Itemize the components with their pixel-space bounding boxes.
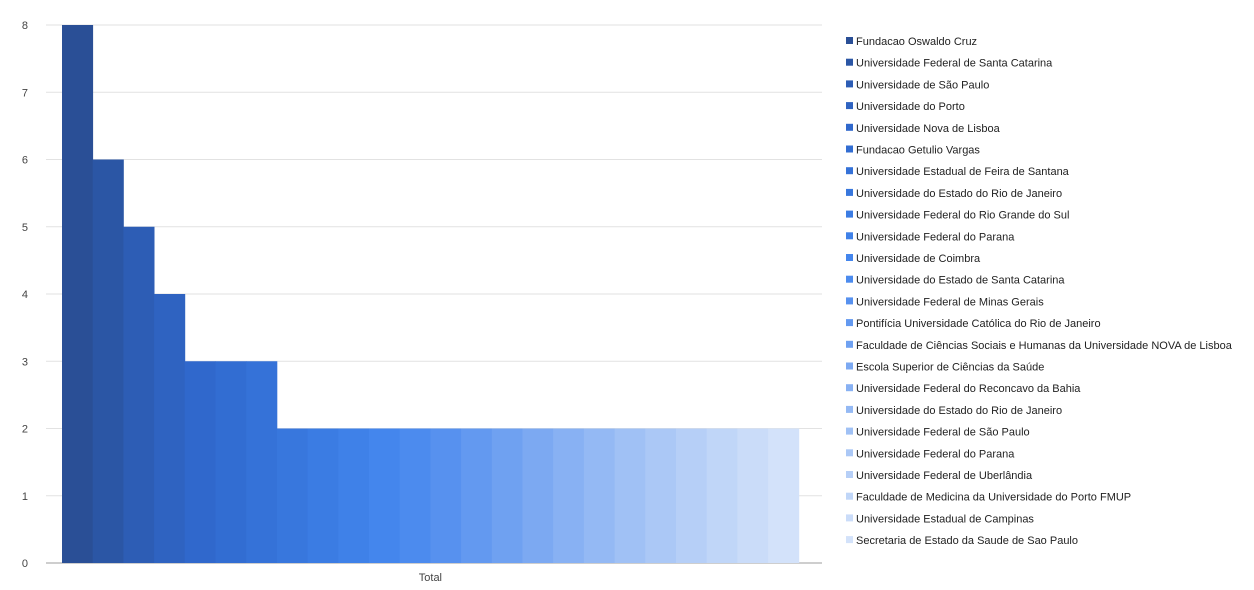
bar (461, 428, 493, 563)
legend-label: Universidade Nova de Lisboa (856, 123, 1001, 135)
bar (583, 428, 615, 563)
legend-swatch (846, 297, 853, 305)
bars (62, 25, 800, 563)
y-tick-label: 5 (22, 222, 28, 234)
bar (215, 361, 247, 563)
bar (491, 428, 523, 563)
bar (276, 428, 308, 563)
bar (184, 361, 216, 563)
bar (676, 428, 708, 563)
legend-label: Universidade Federal de Minas Gerais (856, 296, 1044, 308)
bar (430, 428, 462, 563)
legend-swatch (846, 340, 853, 348)
legend-label: Universidade Federal do Reconcavo da Bah… (856, 383, 1081, 395)
legend: Fundacao Oswaldo Cruz Universidade Federa… (846, 36, 1233, 547)
bar (522, 428, 554, 563)
bar (307, 428, 339, 563)
legend-swatch (846, 58, 853, 66)
legend-label: Universidade Estadual de Feira de Santan… (856, 166, 1070, 178)
legend-swatch (846, 275, 853, 283)
y-tick-label: 2 (22, 424, 28, 436)
legend-swatch (846, 405, 853, 413)
bar (246, 361, 278, 563)
legend-label: Universidade do Porto (856, 101, 965, 113)
legend-swatch (846, 102, 853, 110)
y-tick-label: 6 (22, 155, 28, 167)
bar (768, 428, 800, 563)
bar (338, 428, 370, 563)
legend-swatch (846, 167, 853, 175)
legend-label: Universidade de São Paulo (856, 79, 989, 91)
legend-swatch (846, 145, 853, 153)
bar (92, 159, 124, 563)
bar (737, 428, 769, 563)
legend-swatch (846, 427, 853, 435)
bar (123, 226, 155, 563)
legend-label: Pontifícia Universidade Católica do Rio … (856, 318, 1101, 330)
bar (369, 428, 401, 563)
legend-label: Universidade Estadual de Campinas (856, 513, 1034, 525)
y-tick-label: 3 (22, 356, 28, 368)
legend-label: Universidade do Estado do Rio de Janeiro (856, 188, 1062, 200)
bar (614, 428, 646, 563)
legend-label: Secretaria de Estado da Saude de Sao Pau… (856, 535, 1078, 547)
legend-label: Universidade Federal do Parana (856, 231, 1015, 243)
legend-label: Fundacao Getulio Vargas (856, 145, 980, 157)
legend-label: Universidade do Estado de Santa Catarina (856, 275, 1065, 287)
bar (645, 428, 677, 563)
x-axis: Total (419, 572, 442, 584)
legend-swatch (846, 123, 853, 131)
bar (62, 25, 94, 563)
y-tick-label: 1 (22, 491, 28, 503)
legend-swatch (846, 536, 853, 544)
legend-swatch (846, 362, 853, 370)
y-axis: 0 1 2 3 4 5 6 7 8 (22, 20, 28, 570)
legend-label: Universidade Federal de Santa Catarina (856, 58, 1053, 70)
bar (706, 428, 738, 563)
legend-label: Escola Superior de Ciências da Saúde (856, 362, 1044, 374)
legend-swatch (846, 232, 853, 240)
legend-label: Universidade Federal do Parana (856, 448, 1015, 460)
legend-label: Faculdade de Ciências Sociais e Humanas … (856, 340, 1233, 352)
y-tick-label: 8 (22, 20, 28, 32)
x-category-label: Total (419, 572, 442, 584)
legend-label: Faculdade de Medicina da Universidade do… (856, 492, 1131, 504)
legend-swatch (846, 254, 853, 261)
legend-swatch (846, 210, 853, 218)
bar (399, 428, 431, 563)
legend-label: Universidade de Coimbra (856, 253, 981, 265)
legend-label: Universidade do Estado do Rio de Janeiro (856, 405, 1062, 417)
bar (154, 294, 186, 563)
y-tick-label: 7 (22, 87, 28, 99)
legend-swatch (846, 188, 853, 196)
legend-label: Fundacao Oswaldo Cruz (856, 36, 977, 48)
y-tick-label: 4 (22, 289, 28, 301)
legend-swatch (846, 492, 853, 500)
legend-swatch (846, 319, 853, 327)
legend-swatch (846, 80, 853, 88)
legend-swatch (846, 449, 853, 457)
legend-label: Universidade Federal de Uberlândia (856, 470, 1033, 482)
legend-swatch (846, 514, 853, 522)
legend-label: Universidade Federal do Rio Grande do Su… (856, 210, 1069, 222)
legend-label: Universidade Federal de São Paulo (856, 427, 1030, 439)
legend-swatch (846, 37, 853, 44)
legend-swatch (846, 471, 853, 478)
y-tick-label: 0 (22, 558, 28, 570)
legend-swatch (846, 384, 853, 392)
bar (553, 428, 585, 563)
